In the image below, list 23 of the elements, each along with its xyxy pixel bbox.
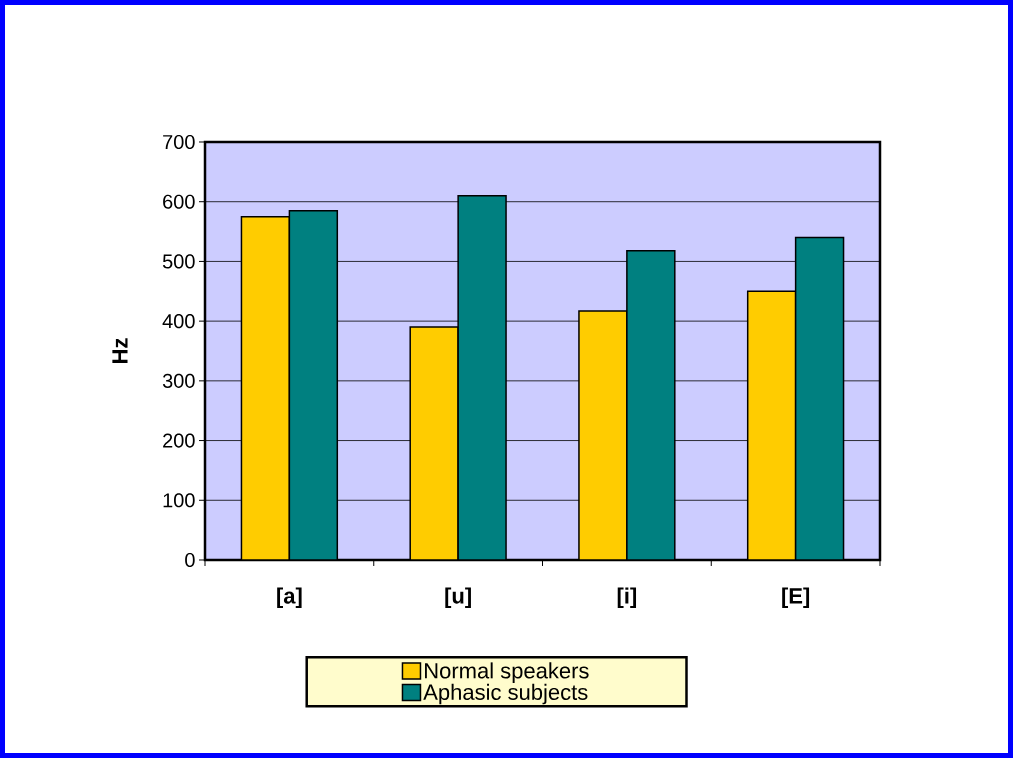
legend-label: Normal speakers [425, 662, 589, 683]
y-tick-label: 500 [162, 254, 195, 269]
y-tick-label: 300 [162, 373, 195, 388]
bar [288, 209, 339, 560]
x-tick-label: [E] [782, 587, 810, 609]
bar [457, 194, 507, 560]
y-tick-label: 100 [163, 493, 195, 508]
legend-label: Aphasic subjects [423, 683, 588, 705]
bar [626, 249, 676, 560]
bar [794, 236, 845, 560]
y-axis-title: Hz [112, 338, 128, 363]
y-tick-label: 400 [162, 314, 195, 329]
x-tick-label: [i] [617, 587, 637, 609]
y-tick-label: 700 [163, 134, 195, 150]
x-tick-label: [u] [445, 587, 471, 609]
bar [746, 290, 797, 560]
y-tick-label: 200 [163, 433, 195, 448]
bar [578, 310, 628, 560]
bar [409, 326, 459, 560]
bar [240, 215, 291, 560]
y-tick-label: 600 [163, 194, 195, 209]
x-tick-label: [a] [277, 587, 302, 609]
y-tick-label: 0 [185, 552, 195, 568]
